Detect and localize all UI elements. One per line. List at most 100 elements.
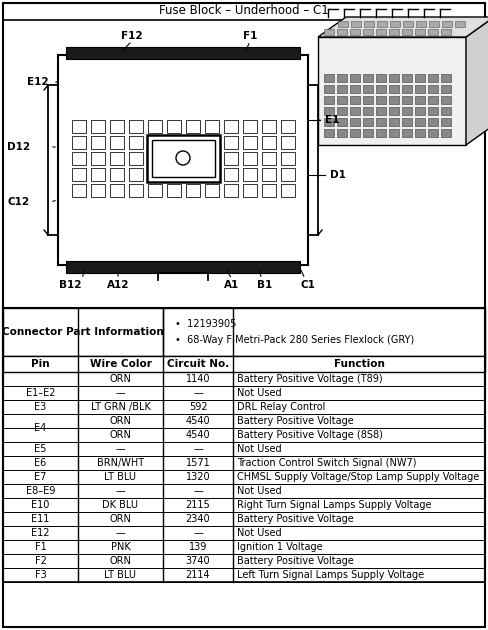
Bar xyxy=(402,85,412,93)
Bar xyxy=(66,261,300,273)
Bar xyxy=(90,135,104,149)
Bar xyxy=(128,183,142,197)
Text: Circuit No.: Circuit No. xyxy=(167,359,229,369)
Bar xyxy=(441,85,451,93)
Bar xyxy=(441,107,451,115)
Text: 4540: 4540 xyxy=(186,430,210,440)
Bar xyxy=(109,168,123,181)
Bar xyxy=(402,96,412,104)
Bar xyxy=(376,129,386,137)
Text: ORN: ORN xyxy=(110,416,131,426)
Bar xyxy=(185,183,200,197)
Bar xyxy=(441,29,451,35)
Bar xyxy=(90,120,104,132)
Bar xyxy=(337,96,347,104)
Text: —: — xyxy=(193,444,203,454)
Text: 2114: 2114 xyxy=(186,570,210,580)
Bar xyxy=(243,135,257,149)
Bar xyxy=(402,74,412,82)
Text: Left Turn Signal Lamps Supply Voltage: Left Turn Signal Lamps Supply Voltage xyxy=(237,570,424,580)
Bar xyxy=(415,85,425,93)
Bar xyxy=(324,85,334,93)
Bar xyxy=(337,107,347,115)
Bar xyxy=(364,21,374,27)
Bar xyxy=(441,74,451,82)
Bar xyxy=(66,47,300,59)
Bar xyxy=(90,183,104,197)
Bar xyxy=(109,151,123,164)
Bar xyxy=(337,74,347,82)
Bar xyxy=(281,183,294,197)
Bar xyxy=(224,120,238,132)
Text: D1: D1 xyxy=(330,170,346,180)
Text: E12: E12 xyxy=(31,528,50,538)
Bar xyxy=(147,183,162,197)
Bar xyxy=(389,74,399,82)
Bar xyxy=(376,118,386,126)
Bar xyxy=(243,183,257,197)
Bar xyxy=(402,129,412,137)
Text: PNK: PNK xyxy=(111,542,130,552)
Text: A1: A1 xyxy=(224,280,240,290)
Text: E10: E10 xyxy=(31,500,50,510)
Text: —: — xyxy=(116,444,125,454)
Text: Ignition 1 Voltage: Ignition 1 Voltage xyxy=(237,542,323,552)
Bar xyxy=(428,118,438,126)
Text: E6: E6 xyxy=(34,458,47,468)
Text: B1: B1 xyxy=(257,280,273,290)
Text: B12: B12 xyxy=(59,280,81,290)
Bar xyxy=(166,183,181,197)
Bar xyxy=(429,21,439,27)
Bar xyxy=(224,151,238,164)
Bar xyxy=(403,21,413,27)
Bar xyxy=(109,120,123,132)
Text: ORN: ORN xyxy=(110,556,131,566)
Text: 3740: 3740 xyxy=(186,556,210,566)
Bar xyxy=(109,183,123,197)
Text: Function: Function xyxy=(334,359,385,369)
Bar xyxy=(441,96,451,104)
Bar xyxy=(72,168,85,181)
Bar xyxy=(147,120,162,132)
Bar xyxy=(146,134,220,181)
Bar xyxy=(337,129,347,137)
Text: LT GRN /BLK: LT GRN /BLK xyxy=(91,402,150,412)
Bar xyxy=(185,120,200,132)
Text: Not Used: Not Used xyxy=(237,528,282,538)
Text: ORN: ORN xyxy=(110,374,131,384)
Text: —: — xyxy=(193,486,203,496)
Bar xyxy=(324,107,334,115)
Text: Fuse Block – Underhood – C1: Fuse Block – Underhood – C1 xyxy=(159,4,329,16)
Bar xyxy=(350,96,360,104)
Bar xyxy=(262,183,276,197)
Text: Not Used: Not Used xyxy=(237,444,282,454)
Bar xyxy=(416,21,426,27)
Text: DK BLU: DK BLU xyxy=(102,500,139,510)
Bar xyxy=(281,135,294,149)
Text: Battery Positive Voltage: Battery Positive Voltage xyxy=(237,416,354,426)
Bar xyxy=(389,96,399,104)
Bar xyxy=(363,74,373,82)
Text: Traction Control Switch Signal (NW7): Traction Control Switch Signal (NW7) xyxy=(237,458,416,468)
Bar xyxy=(428,129,438,137)
Text: E5: E5 xyxy=(34,444,47,454)
Bar xyxy=(415,107,425,115)
Bar xyxy=(337,85,347,93)
Text: 139: 139 xyxy=(189,542,207,552)
Bar xyxy=(363,85,373,93)
Bar xyxy=(415,96,425,104)
Text: E3: E3 xyxy=(34,402,47,412)
Text: Connector Part Information: Connector Part Information xyxy=(2,327,164,337)
Bar xyxy=(350,85,360,93)
Bar xyxy=(390,21,400,27)
Text: Not Used: Not Used xyxy=(237,486,282,496)
Text: E4: E4 xyxy=(34,423,47,433)
Text: ORN: ORN xyxy=(110,430,131,440)
Text: 1320: 1320 xyxy=(186,472,210,482)
Bar xyxy=(324,74,334,82)
Bar xyxy=(442,21,452,27)
Text: C1: C1 xyxy=(301,280,315,290)
Text: F12: F12 xyxy=(121,31,143,41)
Bar xyxy=(128,151,142,164)
Bar xyxy=(415,118,425,126)
